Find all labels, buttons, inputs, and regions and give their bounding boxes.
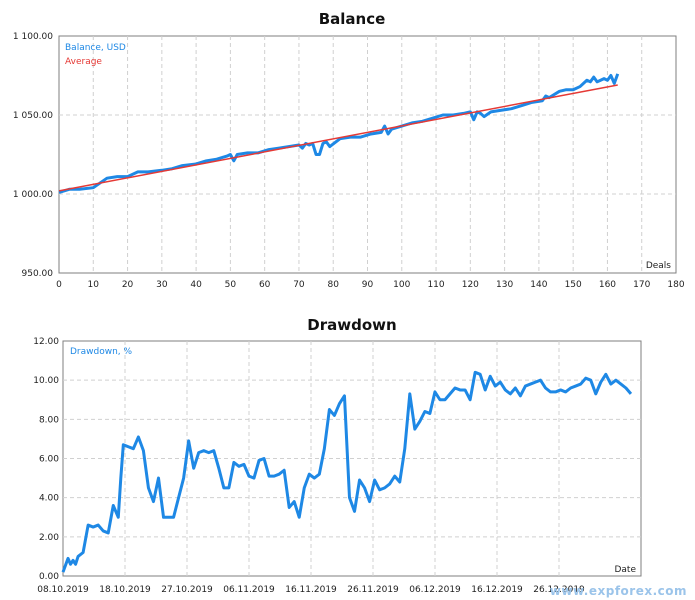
drawdown-x-axis-label: Date xyxy=(614,565,636,575)
x-tick-label: 80 xyxy=(327,280,339,290)
balance-x-axis-ticks: 0 10 20 30 40 50 60 70 80 90 100 110 120 130 140 150 160… xyxy=(56,280,685,290)
x-tick-label: 50 xyxy=(225,280,237,290)
x-tick-label: 18.10.2019 xyxy=(99,585,151,595)
legend-drawdown: Drawdown, % xyxy=(70,347,133,357)
drawdown-line xyxy=(61,370,633,573)
drawdown-grid xyxy=(63,341,641,576)
y-tick-label: 4.00 xyxy=(39,494,59,504)
legend-balance: Balance, USD xyxy=(65,43,126,53)
x-tick-label: 40 xyxy=(190,280,202,290)
x-tick-label: 08.10.2019 xyxy=(37,585,89,595)
x-tick-label: 130 xyxy=(496,280,513,290)
balance-grid xyxy=(59,36,676,273)
x-tick-label: 0 xyxy=(56,280,62,290)
balance-series xyxy=(58,73,620,194)
y-tick-label: 950.00 xyxy=(22,269,54,279)
x-tick-label: 06.12.2019 xyxy=(409,585,461,595)
drawdown-series xyxy=(61,370,633,573)
balance-y-axis-ticks: 950.00 1 000.00 1 050.00 1 100.00 xyxy=(13,32,53,279)
watermark: www.expforex.com xyxy=(549,584,687,598)
balance-line xyxy=(58,73,620,194)
x-tick-label: 140 xyxy=(530,280,547,290)
balance-chart-title: Balance xyxy=(319,10,386,28)
x-tick-label: 30 xyxy=(156,280,168,290)
drawdown-chart-title: Drawdown xyxy=(307,316,396,334)
x-tick-label: 180 xyxy=(667,280,684,290)
x-tick-label: 70 xyxy=(293,280,305,290)
x-tick-label: 110 xyxy=(427,280,444,290)
x-tick-label: 160 xyxy=(599,280,616,290)
drawdown-chart: Drawdown 0.002.004.006.008.0010.0012.00 … xyxy=(33,316,642,595)
x-tick-label: 27.10.2019 xyxy=(161,585,213,595)
x-tick-label: 20 xyxy=(122,280,134,290)
y-tick-label: 2.00 xyxy=(39,533,59,543)
y-tick-label: 10.00 xyxy=(33,376,59,386)
drawdown-x-axis-ticks: 08.10.2019 18.10.2019 27.10.2019 06.11.2019… xyxy=(37,585,585,595)
legend-average: Average xyxy=(65,57,102,67)
x-tick-label: 26.11.2019 xyxy=(347,585,399,595)
x-tick-label: 90 xyxy=(362,280,374,290)
y-tick-label: 1 000.00 xyxy=(13,190,53,200)
x-tick-label: 16.12.2019 xyxy=(471,585,523,595)
x-tick-label: 60 xyxy=(259,280,271,290)
x-tick-label: 26.12.2019 xyxy=(533,585,585,595)
y-tick-label: 12.00 xyxy=(33,337,59,347)
y-tick-label: 6.00 xyxy=(39,455,59,465)
average-line xyxy=(58,84,618,192)
x-tick-label: 150 xyxy=(565,280,582,290)
y-tick-label: 0.00 xyxy=(39,572,59,582)
balance-chart: Balance 950.00 1 000.00 1 050.00 1 100.00 0… xyxy=(13,10,685,290)
x-tick-label: 16.11.2019 xyxy=(285,585,337,595)
x-tick-label: 06.11.2019 xyxy=(223,585,275,595)
drawdown-y-axis-ticks: 0.00 2.00 4.00 6.00 8.00 10.00 12.00 xyxy=(33,337,59,582)
x-tick-label: 10 xyxy=(88,280,100,290)
balance-x-axis-label: Deals xyxy=(646,261,671,271)
x-tick-label: 170 xyxy=(633,280,650,290)
y-tick-label: 1 050.00 xyxy=(13,111,53,121)
y-tick-label: 8.00 xyxy=(39,415,59,425)
x-tick-label: 100 xyxy=(393,280,410,290)
x-tick-label: 120 xyxy=(462,280,479,290)
y-tick-label: 1 100.00 xyxy=(13,32,53,42)
